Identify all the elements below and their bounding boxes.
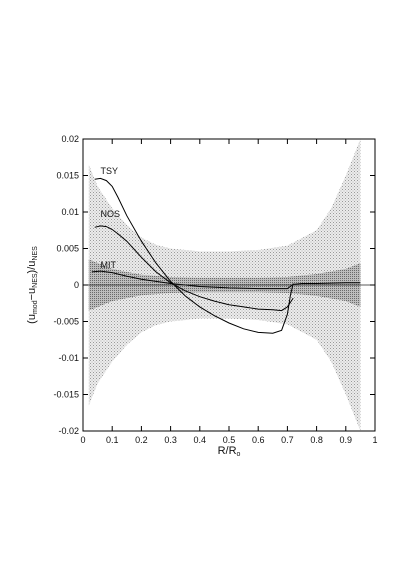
series-label-nos: NOS (101, 209, 121, 219)
y-tick-label: -0.015 (53, 390, 79, 400)
y-tick-label: -0.005 (53, 317, 79, 327)
x-axis-title-main: R/R (218, 445, 237, 457)
x-tick-label: 0.2 (135, 435, 148, 445)
x-tick-label: 0.9 (340, 435, 353, 445)
y-title-u3-sub: NES (32, 246, 39, 261)
y-tick-label: 0.02 (61, 134, 79, 144)
x-tick-label: 0.8 (310, 435, 323, 445)
y-title-u1: u (26, 314, 38, 320)
y-tick-label: -0.02 (58, 426, 79, 436)
y-title-u2-sub: NES (32, 273, 39, 288)
plot-area: TSY NOS MIT (82, 138, 376, 432)
x-tick-label: 0.1 (106, 435, 119, 445)
x-tick-label: 0.5 (223, 435, 236, 445)
series-line-nos (94, 225, 294, 312)
x-tick-label: 1 (372, 435, 377, 445)
y-title-u2: u (26, 288, 38, 294)
y-axis-title: (umod−uNES)/uNES (26, 246, 39, 324)
x-tick-label: 0 (80, 435, 85, 445)
series-line-mit (91, 270, 361, 290)
y-tick-label: 0.01 (61, 207, 79, 217)
series-label-tsy: TSY (101, 166, 119, 176)
x-axis-title-sub: o (237, 451, 241, 458)
y-tick-label: 0.005 (56, 244, 79, 254)
y-title-minus: − (26, 294, 38, 300)
y-axis: -0.02 -0.015 -0.01 -0.005 0 0.005 0.01 0.015 0.0… (53, 134, 375, 436)
series-line-tsy (94, 177, 294, 334)
y-tick-label: 0.015 (56, 171, 79, 181)
series-layer: TSY NOS MIT (91, 166, 361, 334)
y-title-open: ( (26, 320, 38, 324)
x-tick-label: 0.3 (164, 435, 177, 445)
y-title-u1-sub: mod (32, 300, 39, 314)
x-axis-title: R/Ro (218, 445, 241, 458)
y-title-close: )/ (26, 266, 38, 274)
x-tick-label: 0.4 (194, 435, 207, 445)
x-tick-label: 0.7 (281, 435, 294, 445)
y-tick-label: -0.01 (58, 353, 79, 363)
x-axis: 0 0.1 0.2 0.3 0.4 0.5 0.6 0.7 0.8 0.9 1 (80, 139, 378, 445)
y-tick-label: 0 (74, 280, 79, 290)
y-title-u3: u (26, 261, 38, 267)
x-tick-label: 0.6 (252, 435, 265, 445)
series-label-mit: MIT (101, 260, 117, 270)
